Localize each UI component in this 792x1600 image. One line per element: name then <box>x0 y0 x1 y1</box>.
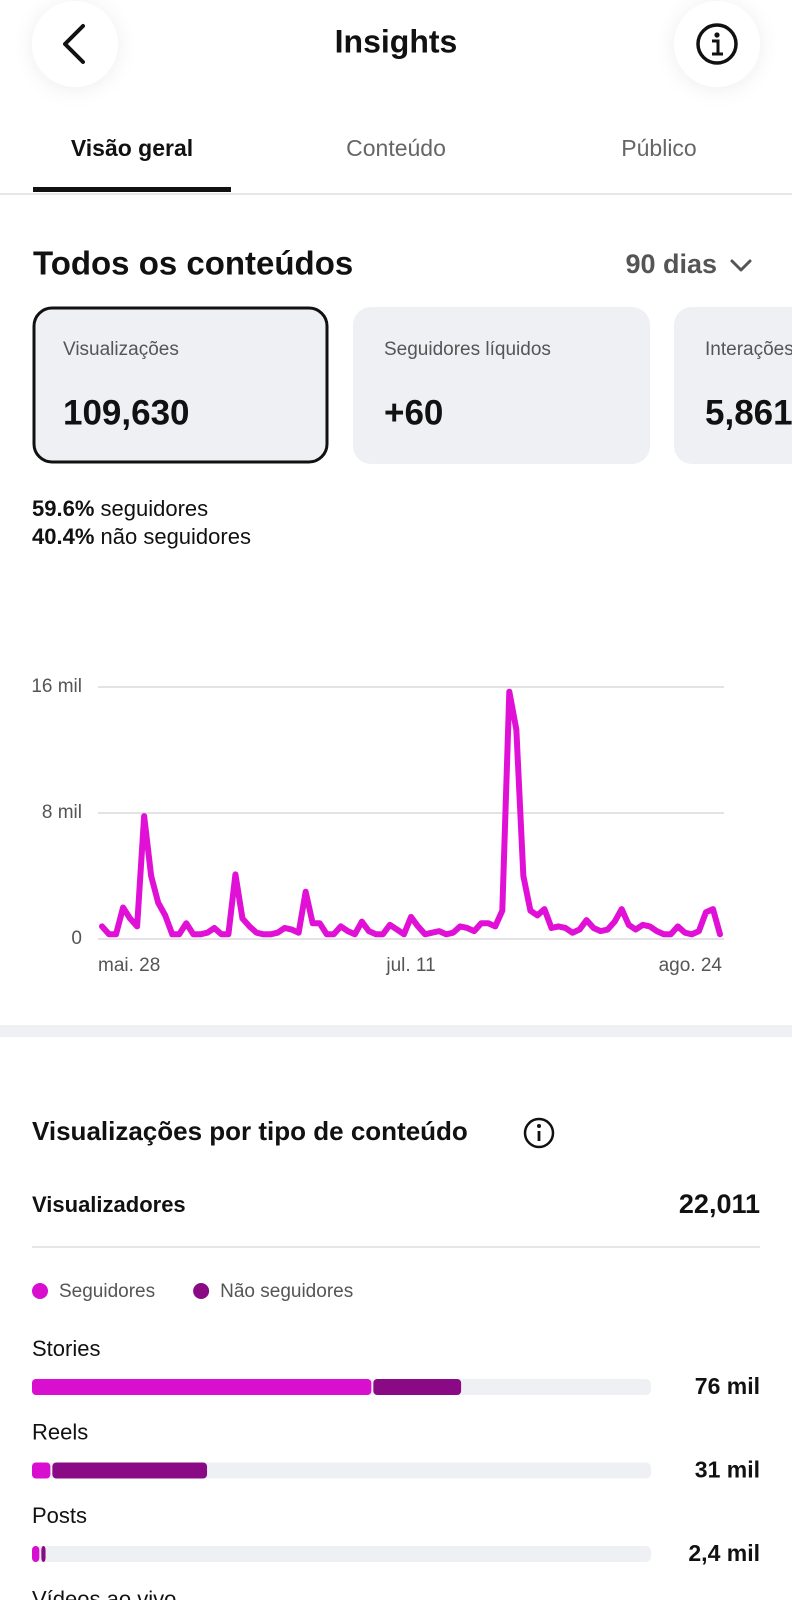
legend-label: Não seguidores <box>220 1281 353 1302</box>
y-tick-label: 16 mil <box>31 676 82 697</box>
period-label: 90 dias <box>625 249 717 279</box>
period-selector[interactable]: 90 dias <box>625 249 752 279</box>
bar-segment <box>52 1462 208 1479</box>
line-series <box>99 688 723 938</box>
bar-track <box>32 1546 651 1562</box>
card-value: +60 <box>384 393 443 432</box>
value-label: 31 mil <box>695 1457 760 1483</box>
divider <box>0 193 792 195</box>
legend-swatch <box>193 1283 210 1299</box>
legend-swatch <box>32 1283 48 1299</box>
y-tick-label: 0 <box>71 928 82 949</box>
bar-segment <box>32 1379 372 1395</box>
card-value: 109,630 <box>63 393 190 432</box>
section-title: Visualizações por tipo de conteúdo <box>32 1116 468 1146</box>
info-icon[interactable] <box>523 1117 555 1149</box>
viewers-label: Visualizadores <box>32 1192 186 1217</box>
section-separator <box>0 1025 792 1037</box>
bar-segment <box>32 1546 40 1562</box>
bar-chart: Seguidores Não seguidores Stories 76 mil Ree… <box>32 1281 760 1600</box>
back-button[interactable] <box>32 1 118 87</box>
x-tick-label: jul. 11 <box>385 955 435 976</box>
share-label: seguidores <box>101 496 209 521</box>
page-title: Insights <box>335 23 458 59</box>
category-label: Reels <box>32 1419 88 1444</box>
y-tick-label: 8 mil <box>42 802 82 823</box>
x-tick-label: ago. 24 <box>659 955 723 976</box>
value-label: 76 mil <box>695 1373 760 1399</box>
section-title: Todos os conteúdos <box>33 245 353 282</box>
share-label: não seguidores <box>101 524 251 549</box>
bar-segment <box>373 1379 462 1395</box>
metric-card[interactable]: Seguidores líquidos +60 <box>353 307 650 464</box>
bar-segment <box>41 1546 46 1562</box>
divider <box>32 1246 760 1248</box>
category-label: Vídeos ao vivo <box>32 1586 176 1600</box>
metric-card[interactable]: Interações 5,861 <box>674 307 792 464</box>
tab[interactable]: Público <box>621 135 696 161</box>
tab-indicator <box>33 187 231 192</box>
card-label: Seguidores líquidos <box>384 339 551 360</box>
bar-segment <box>32 1462 51 1479</box>
card-label: Interações <box>705 339 792 360</box>
info-button[interactable] <box>674 1 760 87</box>
tab[interactable]: Visão geral <box>71 135 193 161</box>
card-label: Visualizações <box>63 339 179 360</box>
legend-label: Seguidores <box>59 1281 155 1302</box>
x-tick-label: mai. 28 <box>98 955 160 976</box>
share: 59.6% <box>32 496 94 521</box>
category-label: Posts <box>32 1503 87 1528</box>
line-chart: 0 8 mil 16 mil mai. 28 jul. 11 ago. 24 <box>31 676 724 976</box>
share: 40.4% <box>32 524 94 549</box>
breakdown-line: 59.6% seguidores <box>32 496 208 521</box>
category-label: Stories <box>32 1336 100 1361</box>
breakdown-line: 40.4% não seguidores <box>32 524 251 549</box>
viewers-value: 22,011 <box>679 1189 760 1219</box>
metric-card[interactable]: Visualizações 109,630 <box>32 306 329 464</box>
value-label: 2,4 mil <box>688 1540 760 1566</box>
tab[interactable]: Conteúdo <box>346 135 446 161</box>
card-value: 5,861 <box>705 393 792 432</box>
